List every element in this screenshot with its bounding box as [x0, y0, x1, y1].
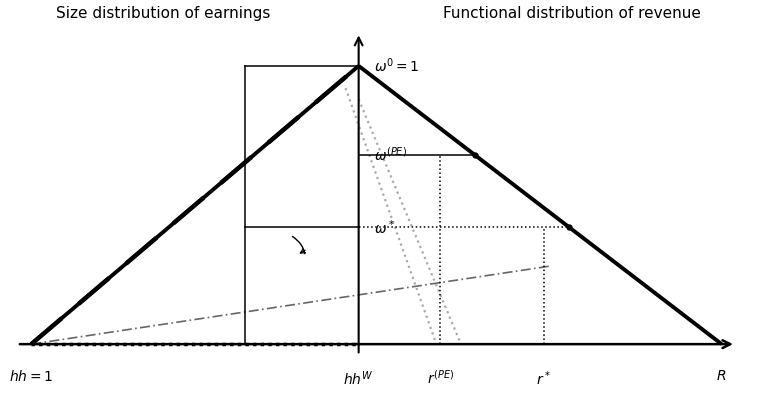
Text: $hh = 1$: $hh = 1$ — [9, 369, 53, 384]
Text: Functional distribution of revenue: Functional distribution of revenue — [443, 6, 701, 21]
Text: $\omega^0 = 1$: $\omega^0 = 1$ — [375, 57, 420, 75]
Text: $\omega^{(PE)}$: $\omega^{(PE)}$ — [375, 146, 407, 164]
Text: Size distribution of earnings: Size distribution of earnings — [55, 6, 270, 21]
Text: $hh^W$: $hh^W$ — [344, 369, 374, 388]
Text: $r^*$: $r^*$ — [537, 369, 551, 388]
Text: $R$: $R$ — [717, 369, 727, 383]
Text: $r^{(PE)}$: $r^{(PE)}$ — [427, 369, 454, 387]
Text: $\omega^*$: $\omega^*$ — [375, 218, 395, 237]
